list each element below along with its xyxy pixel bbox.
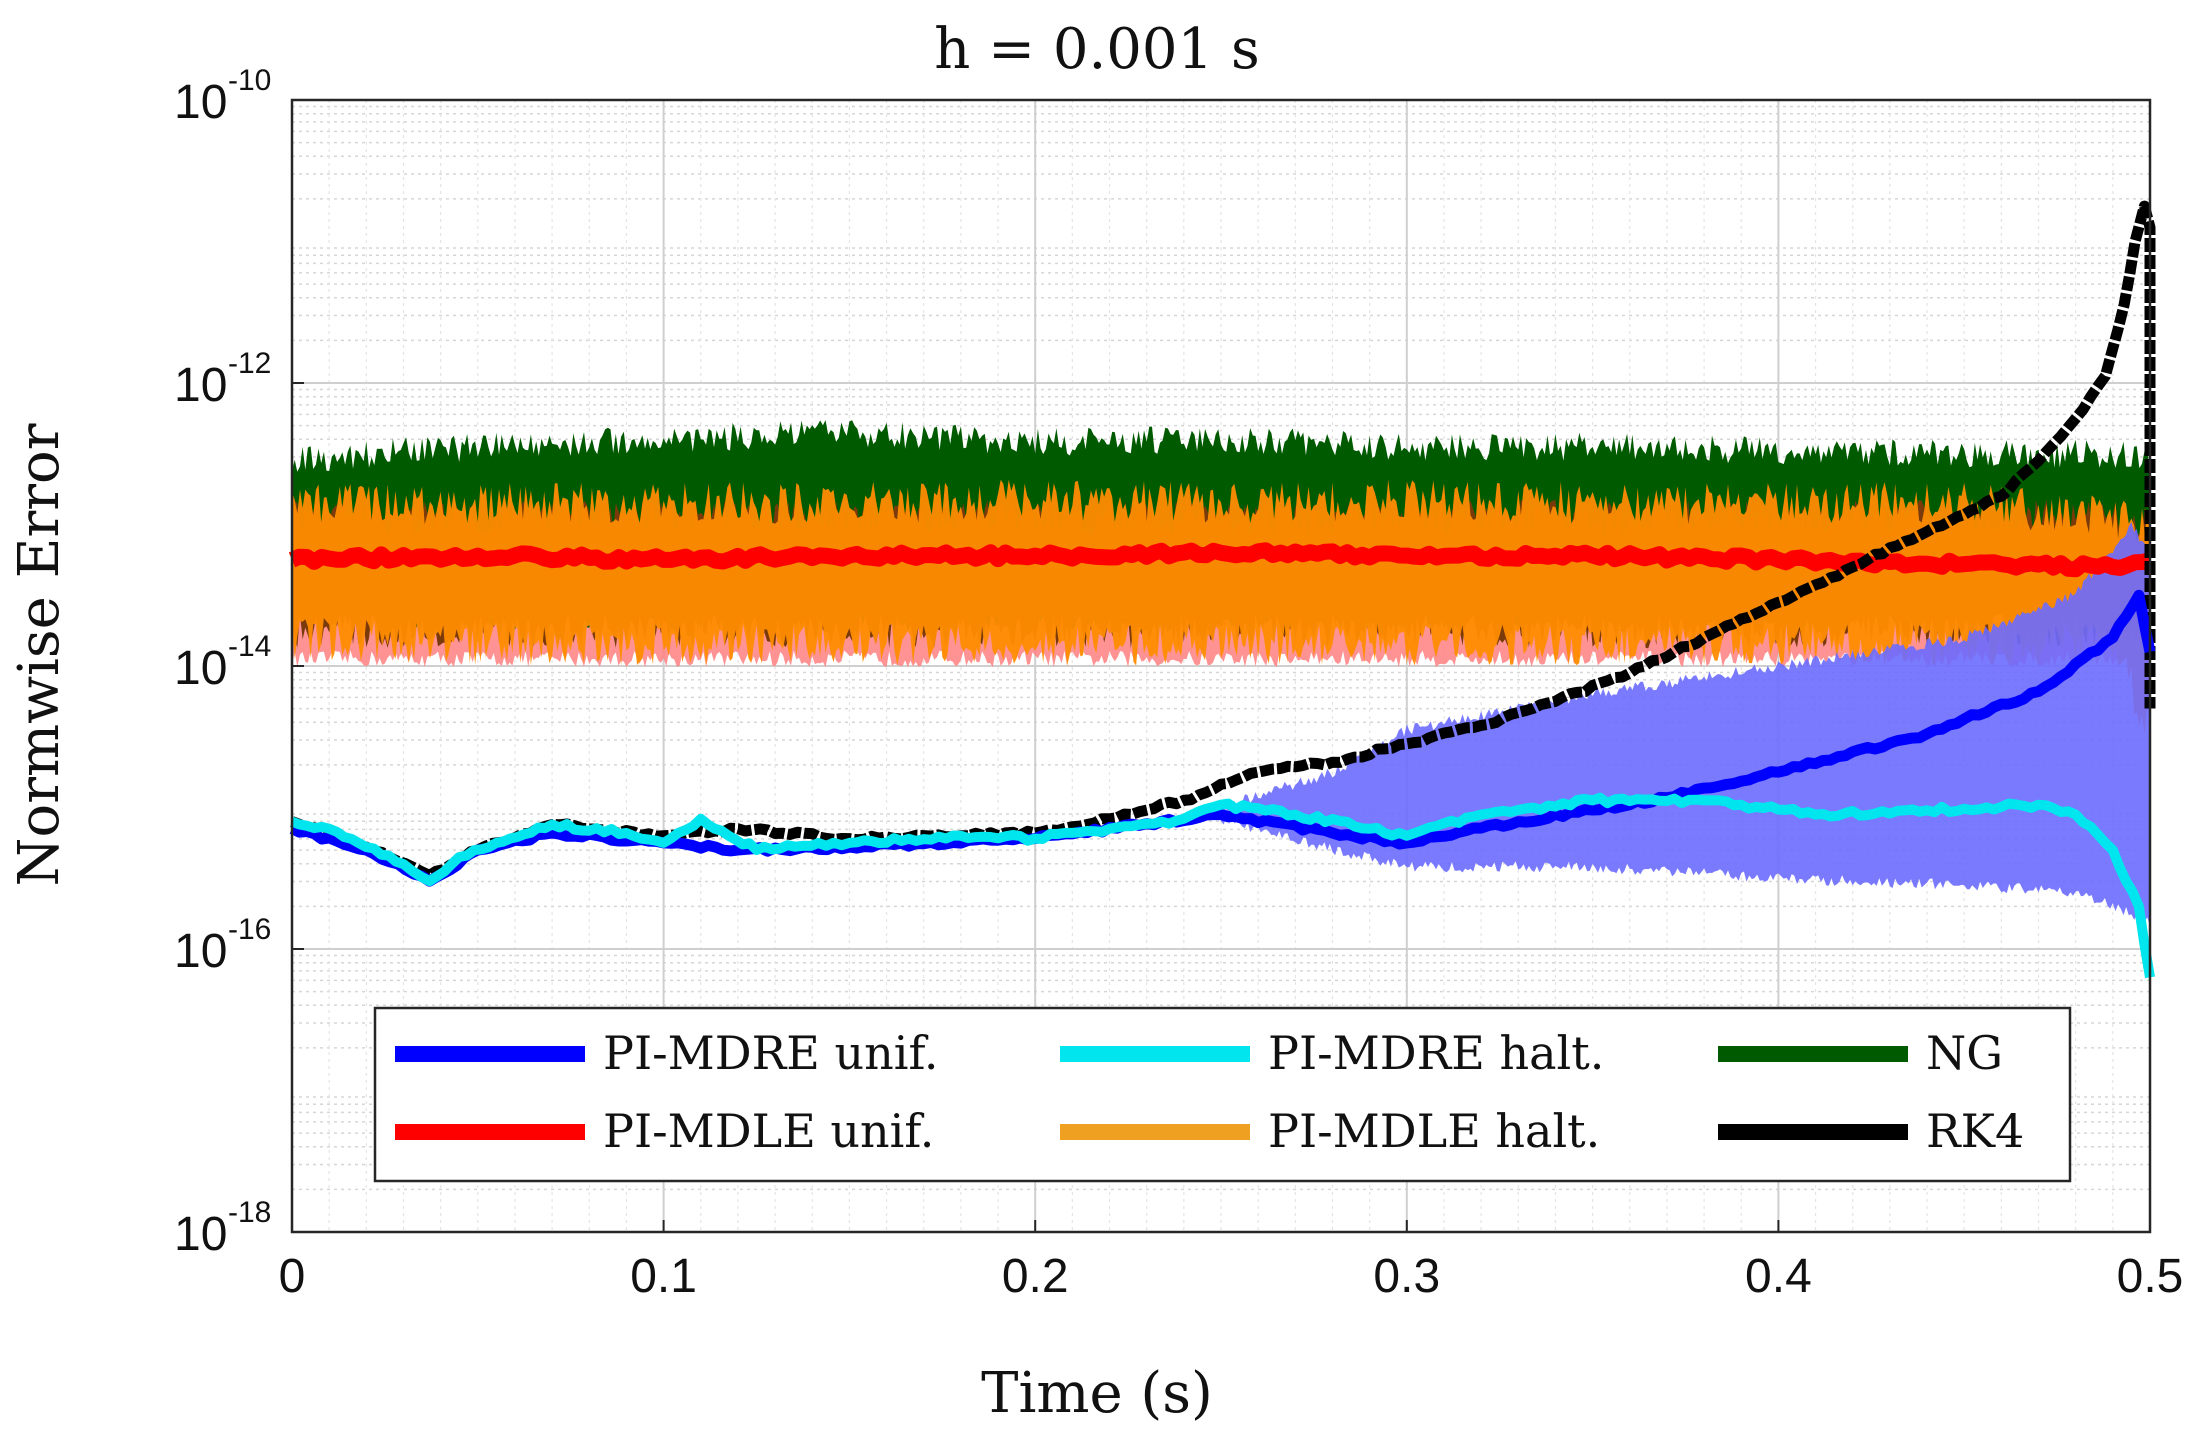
series-rk4 (290, 200, 2156, 881)
legend-box (373, 1006, 2072, 1183)
y-tick-label: 10 (174, 1208, 227, 1261)
legend: PI-MDRE unif. PI-MDRE halt. NG PI-MDLE unif… (373, 1006, 2072, 1183)
legend-label: NG (1926, 1026, 2003, 1080)
y-tick-label: 10 (174, 76, 227, 129)
chart-title: h = 0.001 s (934, 17, 1259, 82)
y-tick-exponent: -12 (228, 347, 271, 380)
y-tick-exponent: -10 (228, 64, 271, 97)
legend-label: RK4 (1926, 1104, 2024, 1158)
x-tick-label: 0.4 (1745, 1250, 1812, 1303)
x-tick-label: 0.2 (1002, 1250, 1069, 1303)
x-tick-label: 0 (279, 1250, 306, 1303)
y-axis-label: Normwise Error (7, 423, 72, 886)
y-tick-exponent: -16 (228, 913, 271, 946)
x-tick-label: 0.5 (2117, 1250, 2184, 1303)
x-axis-ticks: 0 0.1 0.2 0.3 0.4 0.5 (279, 1220, 2184, 1303)
y-tick-exponent: -18 (228, 1196, 271, 1229)
x-tick-label: 0.3 (1373, 1250, 1440, 1303)
x-tick-label: 0.1 (630, 1250, 697, 1303)
y-tick-exponent: -14 (228, 630, 271, 663)
series-pi-mdle-halt (292, 479, 2150, 734)
legend-label: PI-MDRE halt. (1268, 1026, 1604, 1080)
y-tick-label: 10 (174, 359, 227, 412)
series-layer (288, 200, 2156, 979)
legend-label: PI-MDRE unif. (603, 1026, 938, 1080)
legend-label: PI-MDLE halt. (1268, 1104, 1600, 1158)
legend-label: PI-MDLE unif. (603, 1104, 934, 1158)
series-pi-mdle-unif (288, 542, 2153, 578)
x-axis-label: Time (s) (981, 1361, 1213, 1426)
y-tick-label: 10 (174, 925, 227, 978)
y-tick-label: 10 (174, 642, 227, 695)
series-pi-mdre-halt (290, 792, 2155, 979)
